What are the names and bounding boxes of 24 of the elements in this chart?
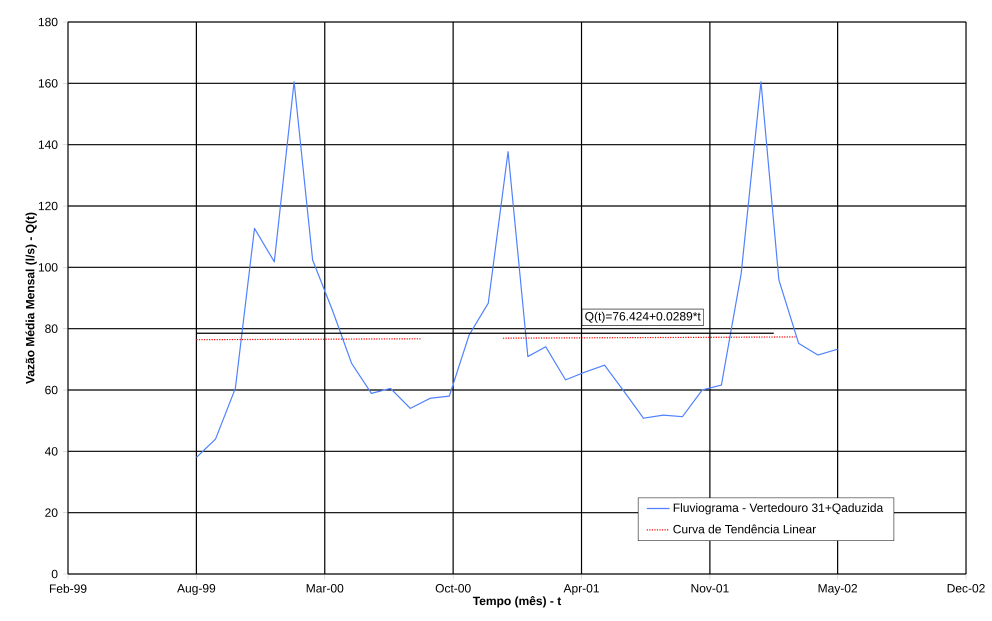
y-tick-label: 180 [38,18,58,26]
y-axis-title: Vazão Média Mensal (l/s) - Q(t) [25,212,37,384]
annotation: Q(t)=76.424+0.0289*t [585,312,701,323]
line-series [196,81,838,458]
y-tick-label: 120 [38,202,58,210]
x-tick-label: Oct-00 [436,584,471,593]
x-axis-title: Tempo (mês) - t [472,596,562,608]
legend-label: Fluviograma - Vertedouro 31+Qaduzida [674,503,884,514]
x-tick-label: Mar-00 [306,584,344,593]
y-tick-label: 0 [52,570,58,578]
y-tick-label: 160 [38,79,58,88]
y-tick-label: 80 [45,324,58,333]
x-tick-label: Dec-02 [948,584,985,593]
x-tick-label: Aug-99 [177,584,216,595]
y-tick-label: 40 [44,447,58,456]
x-tick-label: Nov-01 [692,584,729,593]
y-tick-label: 60 [45,386,58,394]
x-tick-label: May-02 [818,584,858,595]
y-tick-label: 20 [45,508,58,517]
x-tick-label: Feb-99 [50,584,86,593]
x-tick-label: Apr-01 [564,584,599,595]
y-tick-label: 140 [38,140,58,149]
y-tick-label: 100 [38,263,58,272]
legend-label: Curva de Tendência Linear [673,524,816,534]
